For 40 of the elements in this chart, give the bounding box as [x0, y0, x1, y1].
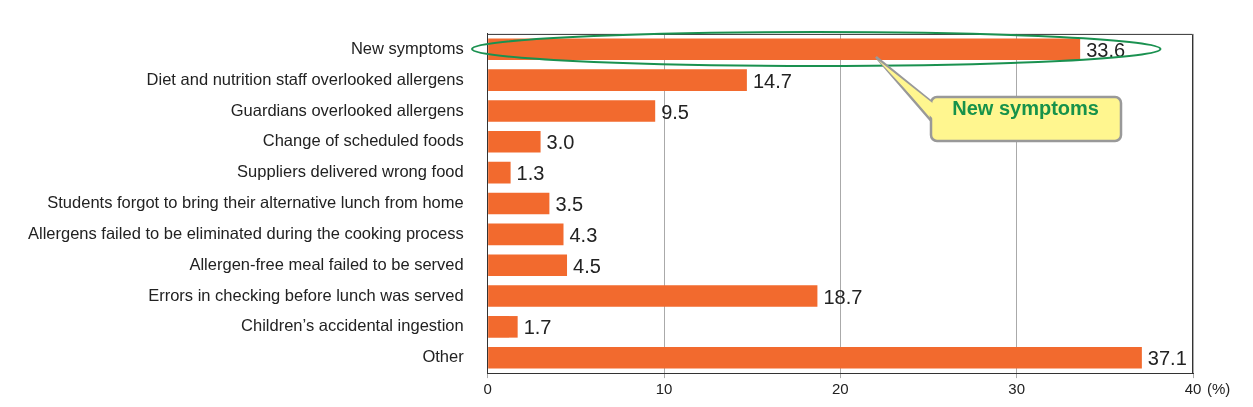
data-label: 4.5: [573, 254, 601, 277]
y-tick-label: Allergens failed to be eliminated during the cooking process: [27, 223, 464, 242]
data-label: 3.5: [555, 193, 584, 216]
x-tick-label: 30: [1008, 380, 1026, 398]
bar: [488, 316, 518, 338]
data-label: 3.0: [546, 131, 575, 154]
y-tick-label: Errors in checking before lunch was served: [148, 285, 464, 304]
data-label: 18.7: [823, 285, 863, 308]
bar: [488, 285, 818, 307]
data-label: 37.1: [1147, 347, 1187, 370]
x-tick-label: 0: [483, 380, 492, 398]
y-tick-label: Suppliers delivered wrong food: [237, 162, 464, 181]
data-label: 33.6: [1086, 38, 1126, 61]
y-tick-label: Allergen-free meal failed to be served: [189, 254, 464, 273]
bar: [488, 254, 568, 276]
y-tick-label: Change of scheduled foods: [262, 131, 464, 150]
x-tick-label: 10: [655, 380, 673, 398]
y-tick-label: Other: [422, 347, 465, 366]
bar: [488, 346, 1142, 369]
x-axis-title: (%): [1207, 379, 1231, 397]
bar: [488, 38, 1081, 61]
bar: [488, 100, 656, 122]
bar: [488, 192, 550, 215]
bar: [488, 131, 541, 153]
annotation: New symptoms: [930, 97, 1121, 142]
bar: [488, 69, 747, 91]
data-label: 9.5: [661, 100, 690, 123]
y-tick-label: Students forgot to bring their alternative lunch from home: [47, 193, 464, 212]
data-label: 1.7: [523, 316, 552, 339]
bar: [488, 223, 564, 246]
x-tick-label: 40: [1184, 380, 1202, 398]
bar: [488, 161, 511, 184]
x-tick-label: 20: [832, 380, 849, 398]
y-tick-label: Diet and nutrition staff overlooked allergens: [146, 69, 464, 88]
y-tick-label: Guardians overlooked allergens: [230, 100, 464, 119]
y-tick-label: Children’s accidental ingestion: [241, 316, 464, 335]
data-label: 1.3: [516, 162, 545, 185]
data-label: 4.3: [569, 223, 598, 246]
y-tick-label: New symptoms: [350, 38, 464, 57]
data-label: 14.7: [752, 69, 792, 92]
